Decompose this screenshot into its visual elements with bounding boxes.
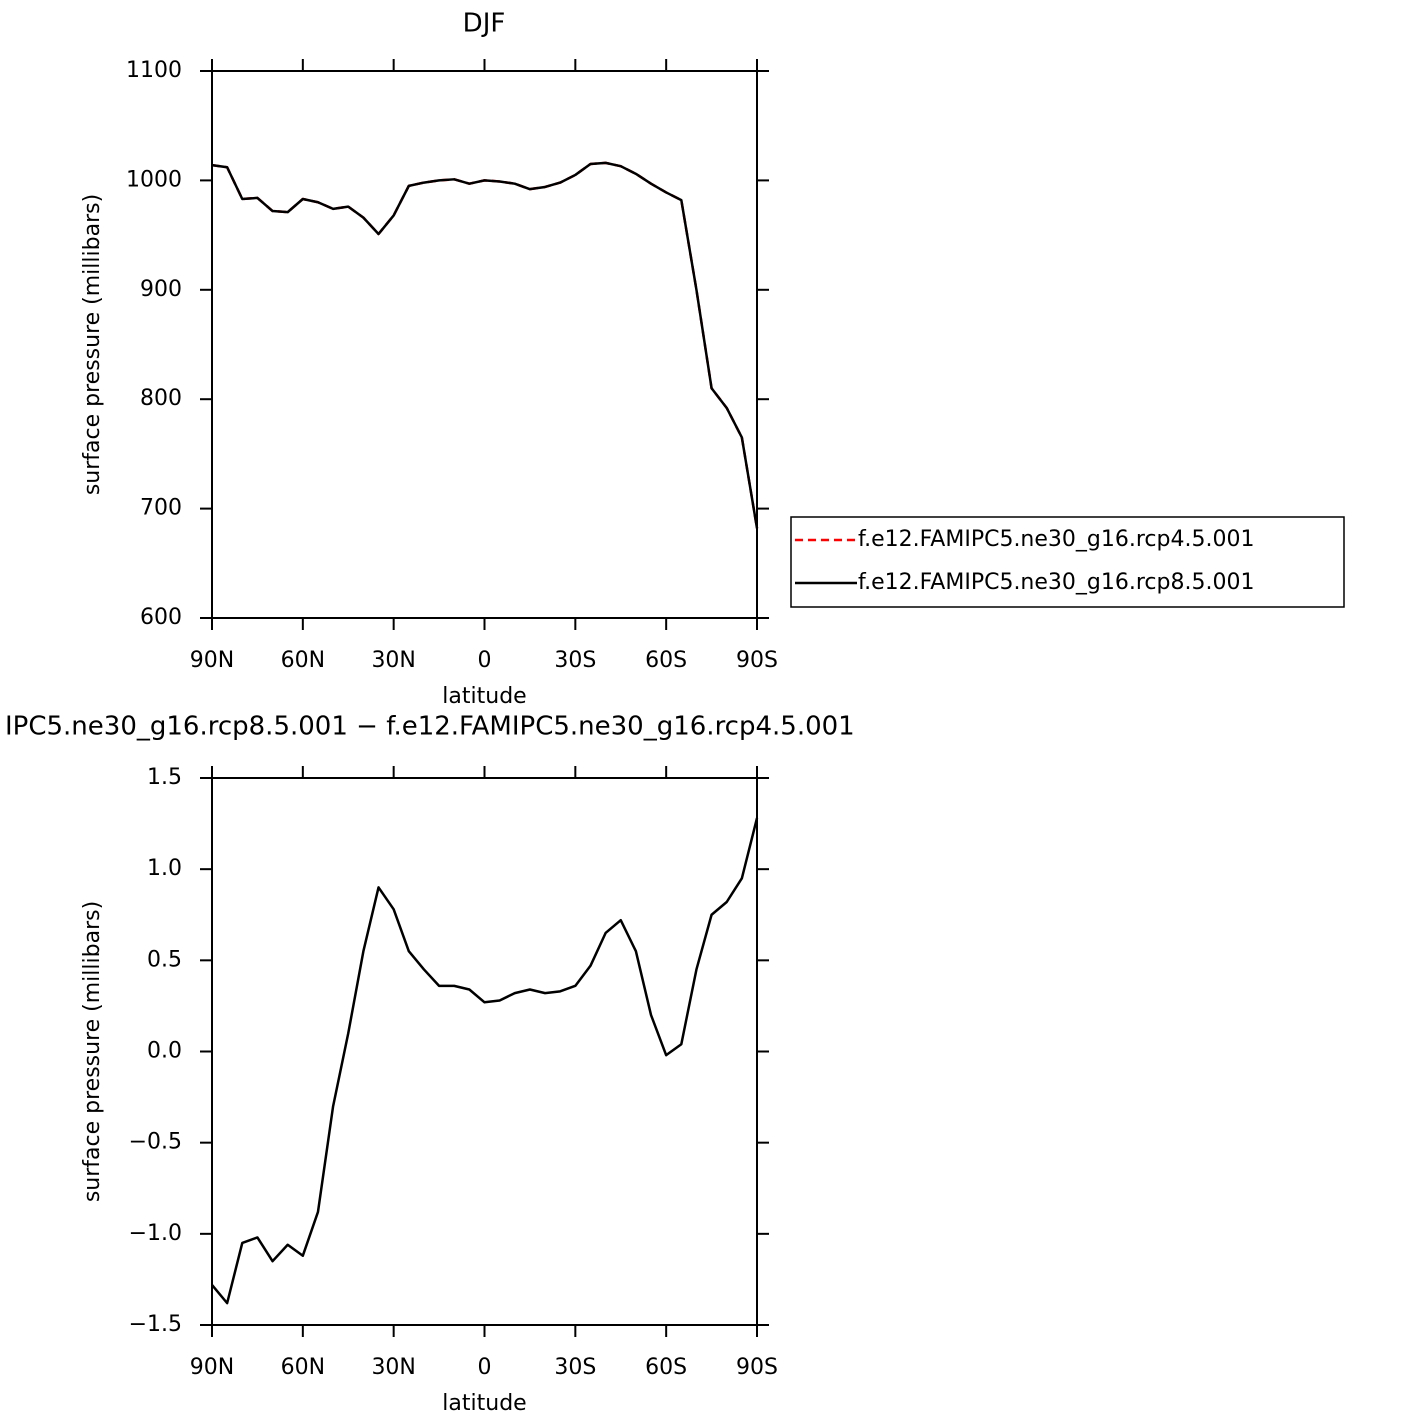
x-tick-label: 90N	[190, 648, 234, 673]
x-tick-label: 60S	[645, 648, 687, 673]
x-tick-label: 30N	[371, 1355, 415, 1380]
legend-label: f.e12.FAMIPC5.ne30_g16.rcp8.5.001	[858, 570, 1254, 595]
y-axis-label: surface pressure (millibars)	[80, 901, 105, 1202]
y-tick-label: 0.5	[147, 947, 182, 972]
x-tick-label: 90N	[190, 1355, 234, 1380]
x-tick-label: 60N	[281, 1355, 325, 1380]
x-tick-label: 0	[478, 648, 492, 673]
y-tick-label: 600	[140, 605, 182, 630]
y-tick-label: −1.0	[129, 1221, 182, 1246]
x-tick-label: 60S	[645, 1355, 687, 1380]
plot-frame	[211, 777, 758, 1326]
chart-title: DJF	[463, 9, 506, 39]
y-tick-label: 700	[140, 496, 182, 521]
y-tick-label: 1.5	[147, 765, 182, 790]
y-tick-label: 1000	[126, 167, 182, 192]
y-tick-label: 0.0	[147, 1039, 182, 1064]
y-tick-label: 1100	[126, 58, 182, 83]
x-tick-label: 0	[478, 1355, 492, 1380]
y-tick-label: 900	[140, 277, 182, 302]
data-line	[211, 161, 759, 529]
x-tick-label: 30N	[371, 648, 415, 673]
x-axis-label: latitude	[442, 1391, 526, 1416]
legend-box	[790, 516, 1345, 608]
legend-label: f.e12.FAMIPC5.ne30_g16.rcp4.5.001	[858, 527, 1254, 552]
data-line	[211, 817, 759, 1305]
y-tick-label: −1.5	[129, 1312, 182, 1337]
data-line	[211, 161, 759, 529]
y-axis-label: surface pressure (millibars)	[80, 194, 105, 495]
y-tick-label: 800	[140, 386, 182, 411]
y-tick-label: 1.0	[147, 856, 182, 881]
y-tick-label: −0.5	[129, 1130, 182, 1155]
x-tick-label: 90S	[736, 1355, 778, 1380]
plot-frame	[211, 70, 758, 619]
x-axis-label: latitude	[442, 684, 526, 709]
x-tick-label: 30S	[554, 1355, 596, 1380]
x-tick-label: 90S	[736, 648, 778, 673]
chart-title: IPC5.ne30_g16.rcp8.5.001 − f.e12.FAMIPC5…	[5, 712, 855, 742]
x-tick-label: 60N	[281, 648, 325, 673]
x-tick-label: 30S	[554, 648, 596, 673]
